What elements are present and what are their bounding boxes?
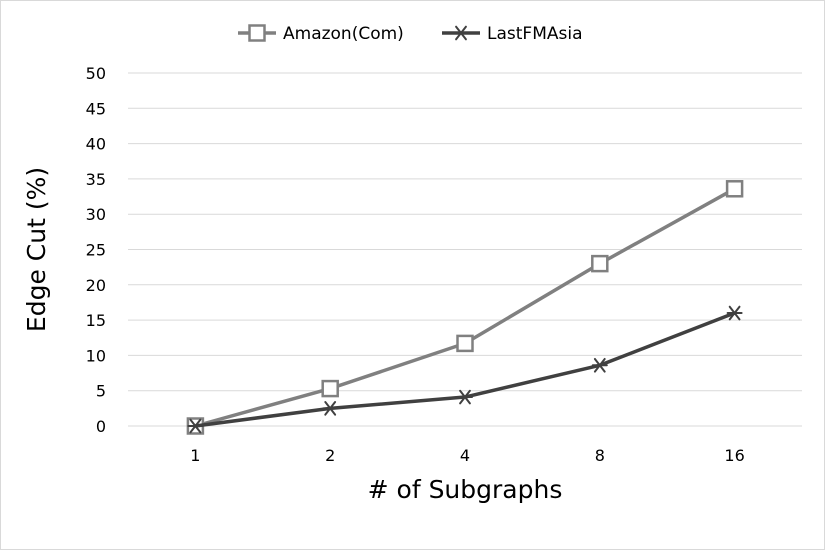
data-point-1: [726, 305, 743, 321]
legend-marker-1: [453, 25, 469, 41]
y-tick-label: 40: [86, 135, 106, 154]
y-tick-labels: 0 5 10 15 20 25 30 35 40 45 50: [86, 64, 106, 436]
y-tick-label: 0: [96, 417, 106, 436]
legend-marker-0: [248, 24, 266, 42]
y-tick-label: 25: [86, 241, 106, 260]
x-tick-labels: 1 2 4 8 16: [190, 446, 744, 465]
data-point-1: [591, 357, 608, 373]
x-tick-label: 4: [460, 446, 470, 465]
data-point-0: [725, 180, 744, 198]
data-point-1: [187, 418, 204, 434]
y-tick-label: 35: [86, 170, 106, 189]
legend-label: Amazon(Com): [283, 24, 404, 44]
data-point-1: [457, 389, 473, 405]
x-tick-label: 16: [724, 446, 744, 465]
y-tick-label: 20: [86, 276, 106, 295]
y-tick-label: 5: [96, 382, 106, 401]
series-line-1: [195, 311, 736, 428]
data-point-0: [591, 254, 609, 273]
data-point-0: [456, 334, 474, 353]
y-tick-label: 45: [86, 99, 106, 118]
x-axis-title: # of Subgraphs: [368, 475, 563, 504]
y-tick-label: 50: [86, 64, 106, 83]
y-tick-label: 30: [86, 205, 106, 224]
y-axis-title: Edge Cut (%): [22, 167, 51, 332]
gridlines: [128, 72, 802, 427]
legend-label: LastFMAsia: [487, 24, 582, 44]
legend: Amazon(Com) LastFMAsia: [238, 24, 582, 44]
data-point-0: [321, 379, 339, 398]
x-tick-label: 8: [595, 446, 605, 465]
x-tick-label: 1: [190, 446, 200, 465]
data-point-1: [322, 401, 339, 416]
y-tick-label: 15: [86, 311, 106, 330]
series-lines: [186, 180, 744, 435]
y-tick-label: 10: [86, 346, 106, 365]
x-tick-label: 2: [325, 446, 335, 465]
